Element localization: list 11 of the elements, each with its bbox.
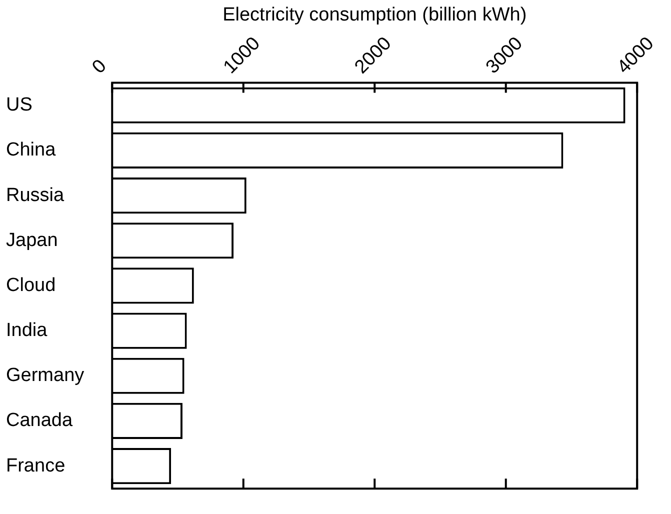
y-tick-label: China xyxy=(6,140,56,161)
x-axis-title: Electricity consumption (billion kWh) xyxy=(222,4,527,26)
y-tick-label: Russia xyxy=(6,184,65,206)
y-tick-label: US xyxy=(6,94,32,116)
y-tick-label: Canada xyxy=(6,410,73,432)
y-tick-label: France xyxy=(6,455,66,476)
y-tick-label: India xyxy=(6,320,48,342)
y-tick-label: Cloud xyxy=(6,274,56,296)
x-tick-label: 0 xyxy=(88,56,111,78)
y-tick-label: Germany xyxy=(6,365,85,386)
y-tick-label: Japan xyxy=(6,230,58,251)
